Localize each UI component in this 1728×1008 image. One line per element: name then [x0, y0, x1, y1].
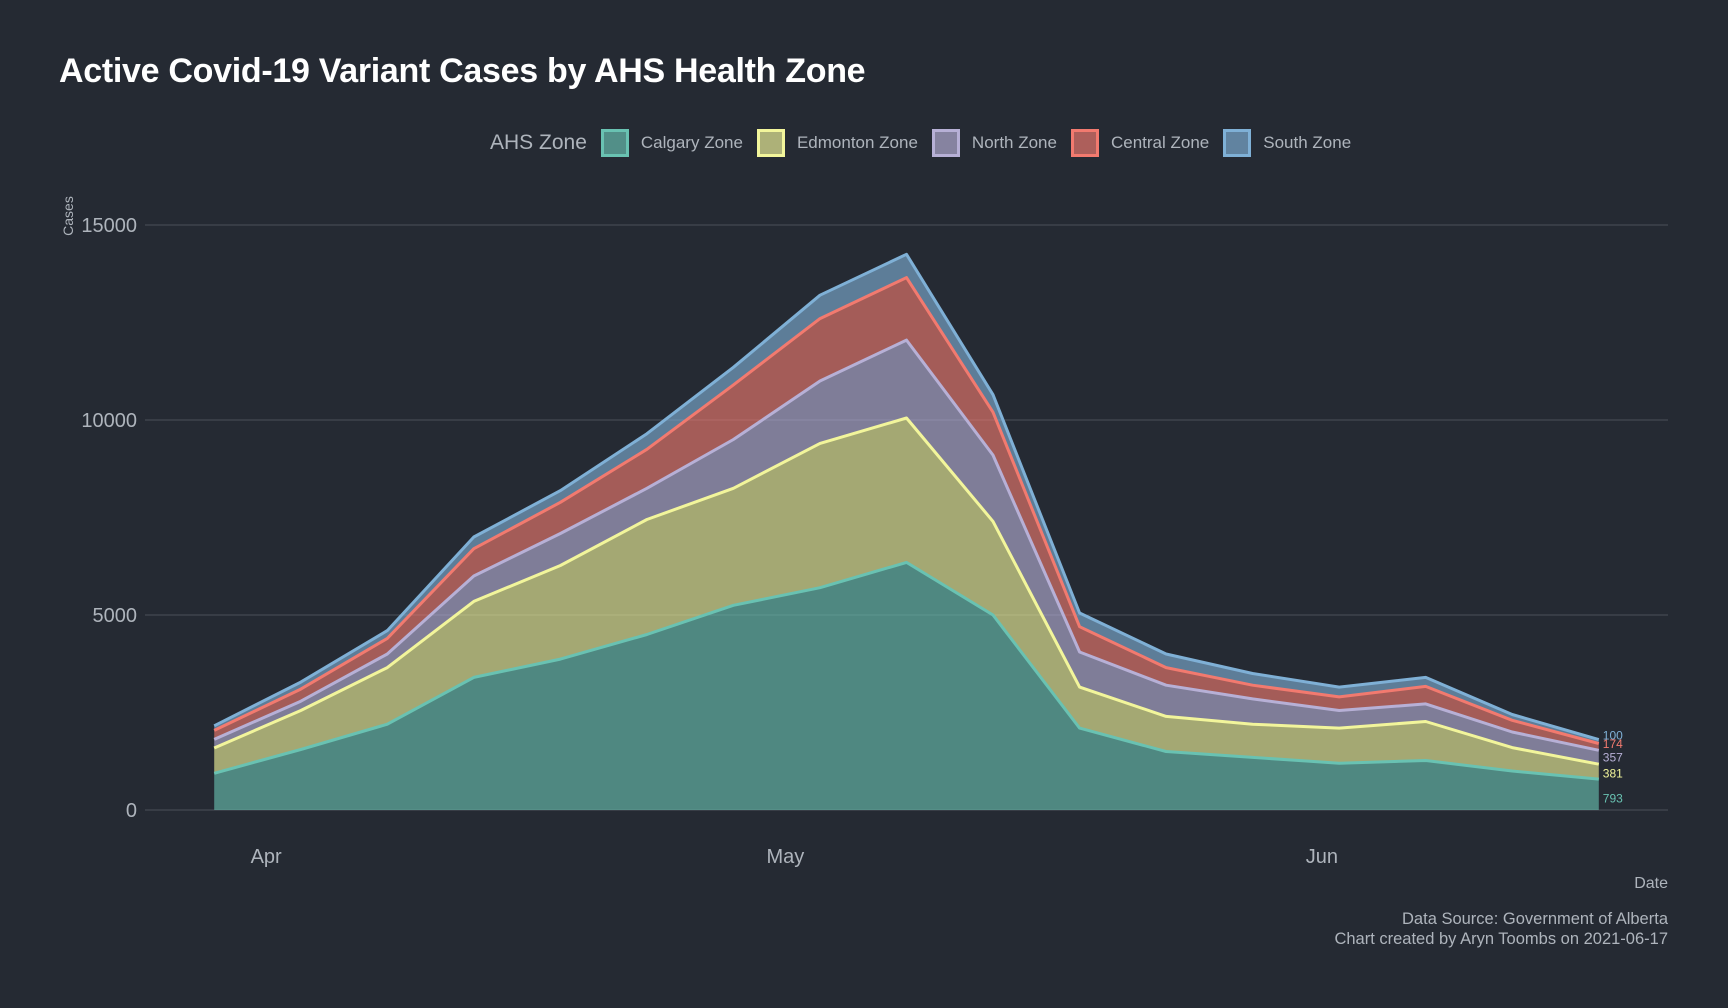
- line-edmonton: [213, 416, 1600, 766]
- legend-label-edmonton: Edmonton Zone: [796, 133, 918, 152]
- legend-item-edmonton: Edmonton Zone: [756, 129, 918, 157]
- legend: AHS Zone Calgary Zone Edmonton Zone Nort…: [490, 124, 1365, 162]
- legend-item-central: Central Zone: [1070, 129, 1210, 157]
- caption-source: Data Source: Government of Alberta: [1402, 910, 1668, 928]
- legend-label-north: North Zone: [971, 133, 1057, 152]
- area-central: [214, 277, 1599, 751]
- legend-item-north: North Zone: [931, 129, 1057, 157]
- caption: Data Source: Government of Alberta Chart…: [1334, 909, 1668, 949]
- legend-item-calgary: Calgary Zone: [600, 129, 743, 157]
- x-tick-label: Apr: [251, 846, 282, 868]
- area-edmonton: [214, 418, 1599, 780]
- y-tick-label: 15000: [81, 215, 137, 237]
- y-tick-label: 0: [126, 800, 137, 822]
- legend-swatch-calgary: [600, 129, 629, 157]
- chart-title: Active Covid-19 Variant Cases by AHS Hea…: [59, 52, 866, 90]
- caption-credit: Chart created by Aryn Toombs on 2021-06-…: [1334, 930, 1668, 948]
- end-label: 793: [1603, 792, 1623, 806]
- y-tick-label: 10000: [81, 410, 137, 432]
- legend-swatch-north: [931, 129, 960, 157]
- area-south: [214, 254, 1599, 744]
- line-calgary: [213, 560, 1599, 781]
- line-central: [213, 276, 1600, 745]
- y-axis-label: Cases: [60, 196, 76, 236]
- y-tick-label: 5000: [93, 605, 138, 627]
- line-layer: [213, 252, 1600, 781]
- line-north: [213, 338, 1600, 752]
- area-calgary: [214, 562, 1599, 810]
- area-layer: [214, 254, 1599, 810]
- legend-swatch-south: [1223, 129, 1252, 157]
- legend-label-central: Central Zone: [1110, 133, 1210, 152]
- legend-item-south: South Zone: [1223, 129, 1351, 157]
- legend-swatch-edmonton: [756, 129, 785, 157]
- end-label: 357: [1603, 750, 1623, 764]
- area-north: [214, 340, 1599, 765]
- end-label: 100: [1603, 729, 1623, 743]
- legend-title: AHS Zone: [490, 131, 587, 154]
- legend-label-calgary: Calgary Zone: [640, 133, 743, 152]
- legend-swatch-central: [1070, 129, 1099, 157]
- end-label: 174: [1603, 737, 1623, 751]
- x-tick-label: Jun: [1306, 846, 1338, 868]
- legend-label-south: South Zone: [1263, 133, 1352, 152]
- x-axis-label: Date: [1634, 875, 1668, 892]
- x-tick-label: May: [766, 846, 804, 868]
- line-south: [213, 252, 1600, 742]
- end-label: 381: [1603, 767, 1623, 781]
